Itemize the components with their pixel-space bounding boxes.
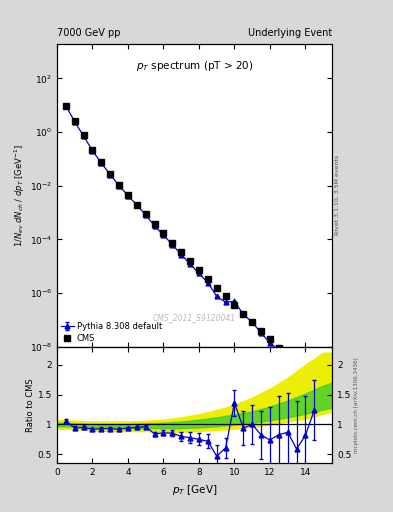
Y-axis label: Rivet 3.1.10, 3.5M events: Rivet 3.1.10, 3.5M events [335, 155, 340, 235]
Text: $p_T$ spectrum (pT > 20): $p_T$ spectrum (pT > 20) [136, 59, 253, 73]
Y-axis label: $1/N_{ev}\ dN_{ch}\ /\ dp_T\ [\mathrm{GeV}^{-1}]$: $1/N_{ev}\ dN_{ch}\ /\ dp_T\ [\mathrm{Ge… [13, 144, 27, 247]
Y-axis label: mcplots.cern.ch [arXiv:1306.3436]: mcplots.cern.ch [arXiv:1306.3436] [354, 357, 359, 453]
Text: CMS_2011_S9120041: CMS_2011_S9120041 [153, 313, 236, 323]
Text: Underlying Event: Underlying Event [248, 28, 332, 38]
X-axis label: $p_T$ [GeV]: $p_T$ [GeV] [172, 483, 217, 497]
Text: 7000 GeV pp: 7000 GeV pp [57, 28, 121, 38]
Legend: Pythia 8.308 default, CMS: Pythia 8.308 default, CMS [61, 322, 162, 343]
Y-axis label: Ratio to CMS: Ratio to CMS [26, 378, 35, 432]
